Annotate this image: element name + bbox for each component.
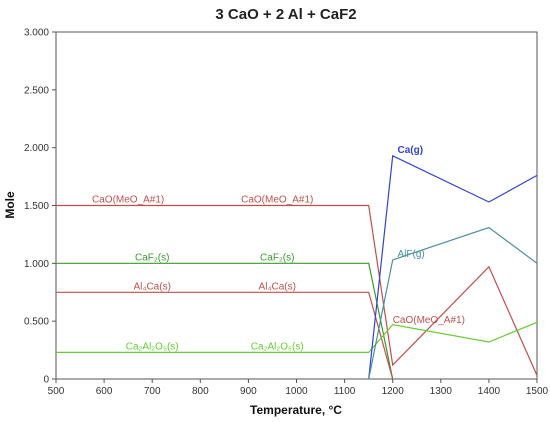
x-tick-label: 900 <box>240 386 257 397</box>
y-tick-label: 2.500 <box>24 85 49 96</box>
x-tick-label: 1000 <box>285 386 308 397</box>
series-annotation: CaO(MeO_A#1) <box>393 315 465 326</box>
series-annotation: Al₄Ca(s) <box>259 281 296 292</box>
series-annotation: CaO(MeO_A#1) <box>92 195 164 206</box>
y-axis-label: Mole <box>3 191 17 219</box>
x-tick-label: 500 <box>48 386 65 397</box>
x-tick-label: 1400 <box>478 386 501 397</box>
x-tick-label: 1200 <box>382 386 405 397</box>
series-annotation: CaO(MeO_A#1) <box>241 195 313 206</box>
y-tick-label: 0 <box>43 375 49 386</box>
series-lines <box>56 154 538 380</box>
chart-title: 3 CaO + 2 Al + CaF2 <box>215 6 356 23</box>
series-line-4 <box>368 154 538 380</box>
series-annotation: Ca₂Al₂O₅(s) <box>251 341 304 352</box>
x-tick-label: 600 <box>96 386 113 397</box>
series-annotation: Al₄Ca(s) <box>133 281 170 292</box>
series-line-1 <box>56 262 394 380</box>
x-tick-label: 800 <box>192 386 209 397</box>
series-line-3 <box>56 321 538 353</box>
series-line-0 <box>56 204 538 376</box>
axis-ticks: 500 600 700 800 900 1000 1100 1200 1300 1400 1500 0… <box>24 28 549 398</box>
series-annotation: Ca(g) <box>398 145 424 156</box>
series-annotations: CaO(MeO_A#1) CaO(MeO_A#1) CaF₂(s) CaF₂(s) Al… <box>92 145 465 353</box>
y-tick-label: 2.000 <box>24 143 49 154</box>
x-tick-label: 1100 <box>334 386 356 397</box>
y-tick-label: 0.500 <box>24 317 49 328</box>
series-annotation: CaF₂(s) <box>135 252 169 263</box>
series-line-2 <box>56 291 394 380</box>
y-tick-label: 1.500 <box>24 201 49 212</box>
series-annotation: AlF(g) <box>398 249 425 260</box>
y-tick-label: 1.000 <box>24 259 49 270</box>
x-tick-label: 1300 <box>430 386 453 397</box>
x-axis-label: Temperature, °C <box>250 403 342 417</box>
series-annotation: CaF₂(s) <box>260 252 294 263</box>
x-tick-label: 700 <box>144 386 161 397</box>
x-tick-label: 1500 <box>526 386 549 397</box>
series-annotation: Ca₂Al₂O₅(s) <box>126 341 179 352</box>
y-tick-label: 3.000 <box>24 28 49 39</box>
series-line-5 <box>368 226 538 380</box>
